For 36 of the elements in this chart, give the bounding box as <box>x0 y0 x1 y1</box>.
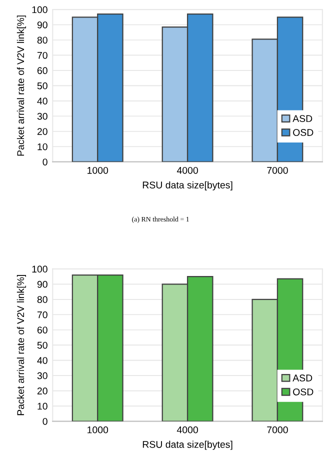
legend-label: ASD <box>292 115 312 122</box>
y-tick-label: 0 <box>42 158 48 166</box>
x-tick-label: 7000 <box>267 166 288 174</box>
y-tick-label: 50 <box>37 342 48 349</box>
y-tick-label: 10 <box>38 143 48 150</box>
y-axis-title: Packet arrival rate of V2V link[%] <box>16 275 26 416</box>
x-tick-label: 4000 <box>176 426 198 434</box>
y-tick-label: 20 <box>37 388 48 394</box>
y-tick-label: 70 <box>37 311 48 318</box>
y-tick-label: 60 <box>37 326 48 334</box>
x-axis-title: RSU data size[bytes] <box>142 181 232 190</box>
y-tick-label: 80 <box>37 36 48 44</box>
y-axis-title: Packet arrival rate of V2V link[%] <box>16 16 26 156</box>
y-tick-label: 40 <box>37 98 48 105</box>
y-tick-label: 0 <box>42 418 48 425</box>
y-tick-label: 90 <box>37 280 48 288</box>
y-tick-label: 50 <box>37 82 48 90</box>
y-tick-label: 30 <box>37 372 48 380</box>
y-tick-label: 40 <box>37 357 48 364</box>
x-tick-label: 1000 <box>88 166 108 174</box>
x-tick-label: 7000 <box>267 426 288 434</box>
y-tick-label: 70 <box>37 52 48 59</box>
y-tick-label: 100 <box>32 6 48 14</box>
y-tick-label: 60 <box>37 67 48 74</box>
legend-label: OSD <box>293 129 314 136</box>
x-axis-title: RSU data size[bytes] <box>142 440 232 450</box>
y-tick-label: 90 <box>37 21 48 28</box>
legend-label: OSD <box>293 388 314 396</box>
y-tick-label: 80 <box>37 296 48 304</box>
legend-label: ASD <box>292 374 312 382</box>
y-tick-label: 20 <box>37 128 48 135</box>
y-tick-label: 10 <box>38 402 48 410</box>
x-tick-label: 4000 <box>176 166 198 174</box>
y-tick-label: 100 <box>32 266 48 273</box>
y-tick-label: 30 <box>37 112 48 120</box>
x-tick-label: 1000 <box>88 426 108 434</box>
